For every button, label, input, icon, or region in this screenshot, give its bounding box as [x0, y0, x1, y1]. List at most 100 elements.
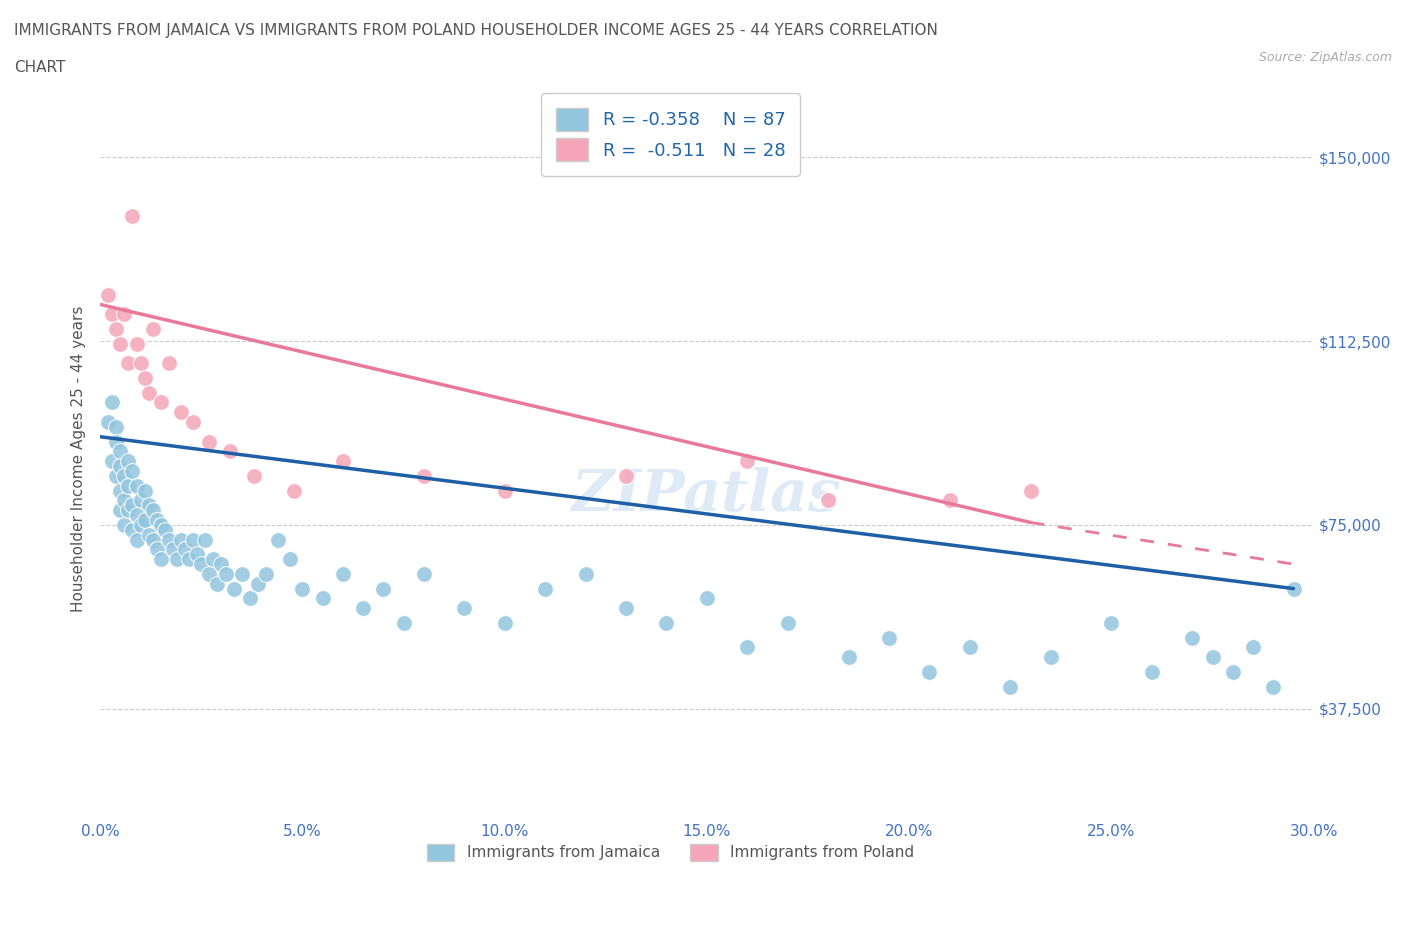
Point	[1282, 581, 1305, 596]
Y-axis label: Householder Income Ages 25 - 44 years: Householder Income Ages 25 - 44 years	[72, 306, 86, 612]
Point	[110, 444, 132, 458]
Point	[574, 566, 596, 581]
Point	[838, 650, 860, 665]
Point	[134, 512, 156, 527]
Point	[198, 566, 221, 581]
Point	[655, 616, 678, 631]
Text: IMMIGRANTS FROM JAMAICA VS IMMIGRANTS FROM POLAND HOUSEHOLDER INCOME AGES 25 - 4: IMMIGRANTS FROM JAMAICA VS IMMIGRANTS FR…	[14, 23, 938, 38]
Point	[110, 458, 132, 473]
Point	[218, 444, 240, 458]
Point	[97, 415, 120, 430]
Legend: Immigrants from Jamaica, Immigrants from Poland: Immigrants from Jamaica, Immigrants from…	[419, 836, 922, 869]
Point	[138, 385, 160, 400]
Text: Source: ZipAtlas.com: Source: ZipAtlas.com	[1258, 51, 1392, 64]
Point	[332, 454, 354, 469]
Point	[190, 557, 212, 572]
Point	[392, 616, 415, 631]
Point	[117, 356, 139, 371]
Point	[1263, 679, 1285, 694]
Point	[1019, 484, 1042, 498]
Point	[352, 601, 374, 616]
Point	[162, 542, 184, 557]
Point	[211, 557, 233, 572]
Point	[110, 337, 132, 352]
Point	[121, 463, 143, 478]
Point	[737, 454, 759, 469]
Point	[157, 532, 180, 547]
Point	[231, 566, 253, 581]
Point	[145, 512, 167, 527]
Point	[170, 532, 193, 547]
Point	[170, 405, 193, 419]
Point	[494, 484, 516, 498]
Point	[125, 337, 148, 352]
Point	[117, 454, 139, 469]
Point	[239, 591, 262, 605]
Point	[129, 493, 152, 508]
Point	[214, 566, 236, 581]
Point	[412, 566, 434, 581]
Text: ZIPatlas: ZIPatlas	[572, 467, 842, 523]
Point	[134, 370, 156, 385]
Point	[207, 577, 229, 591]
Point	[142, 532, 165, 547]
Point	[179, 551, 201, 566]
Point	[125, 508, 148, 523]
Point	[1140, 664, 1163, 679]
Point	[121, 209, 143, 224]
Point	[112, 469, 135, 484]
Point	[311, 591, 333, 605]
Point	[959, 640, 981, 655]
Point	[97, 287, 120, 302]
Point	[105, 469, 128, 484]
Point	[105, 434, 128, 449]
Point	[153, 523, 176, 538]
Point	[138, 498, 160, 512]
Point	[117, 503, 139, 518]
Point	[105, 322, 128, 337]
Point	[373, 581, 395, 596]
Point	[938, 493, 960, 508]
Point	[1222, 664, 1244, 679]
Point	[412, 469, 434, 484]
Point	[125, 532, 148, 547]
Point	[149, 551, 172, 566]
Point	[1201, 650, 1223, 665]
Point	[110, 503, 132, 518]
Point	[332, 566, 354, 581]
Point	[101, 307, 124, 322]
Point	[105, 419, 128, 434]
Point	[112, 307, 135, 322]
Point	[817, 493, 839, 508]
Point	[614, 469, 637, 484]
Point	[1181, 631, 1204, 645]
Point	[117, 478, 139, 493]
Point	[129, 356, 152, 371]
Point	[453, 601, 475, 616]
Point	[157, 356, 180, 371]
Point	[278, 551, 301, 566]
Point	[254, 566, 277, 581]
Point	[222, 581, 245, 596]
Point	[246, 577, 269, 591]
Point	[737, 640, 759, 655]
Point	[112, 517, 135, 532]
Point	[202, 551, 225, 566]
Point	[243, 469, 266, 484]
Point	[614, 601, 637, 616]
Point	[198, 434, 221, 449]
Point	[134, 484, 156, 498]
Point	[1000, 679, 1022, 694]
Point	[174, 542, 197, 557]
Point	[129, 517, 152, 532]
Point	[101, 395, 124, 410]
Point	[494, 616, 516, 631]
Point	[877, 631, 900, 645]
Point	[121, 498, 143, 512]
Point	[181, 415, 204, 430]
Point	[110, 484, 132, 498]
Point	[145, 542, 167, 557]
Point	[166, 551, 188, 566]
Point	[534, 581, 557, 596]
Point	[1101, 616, 1123, 631]
